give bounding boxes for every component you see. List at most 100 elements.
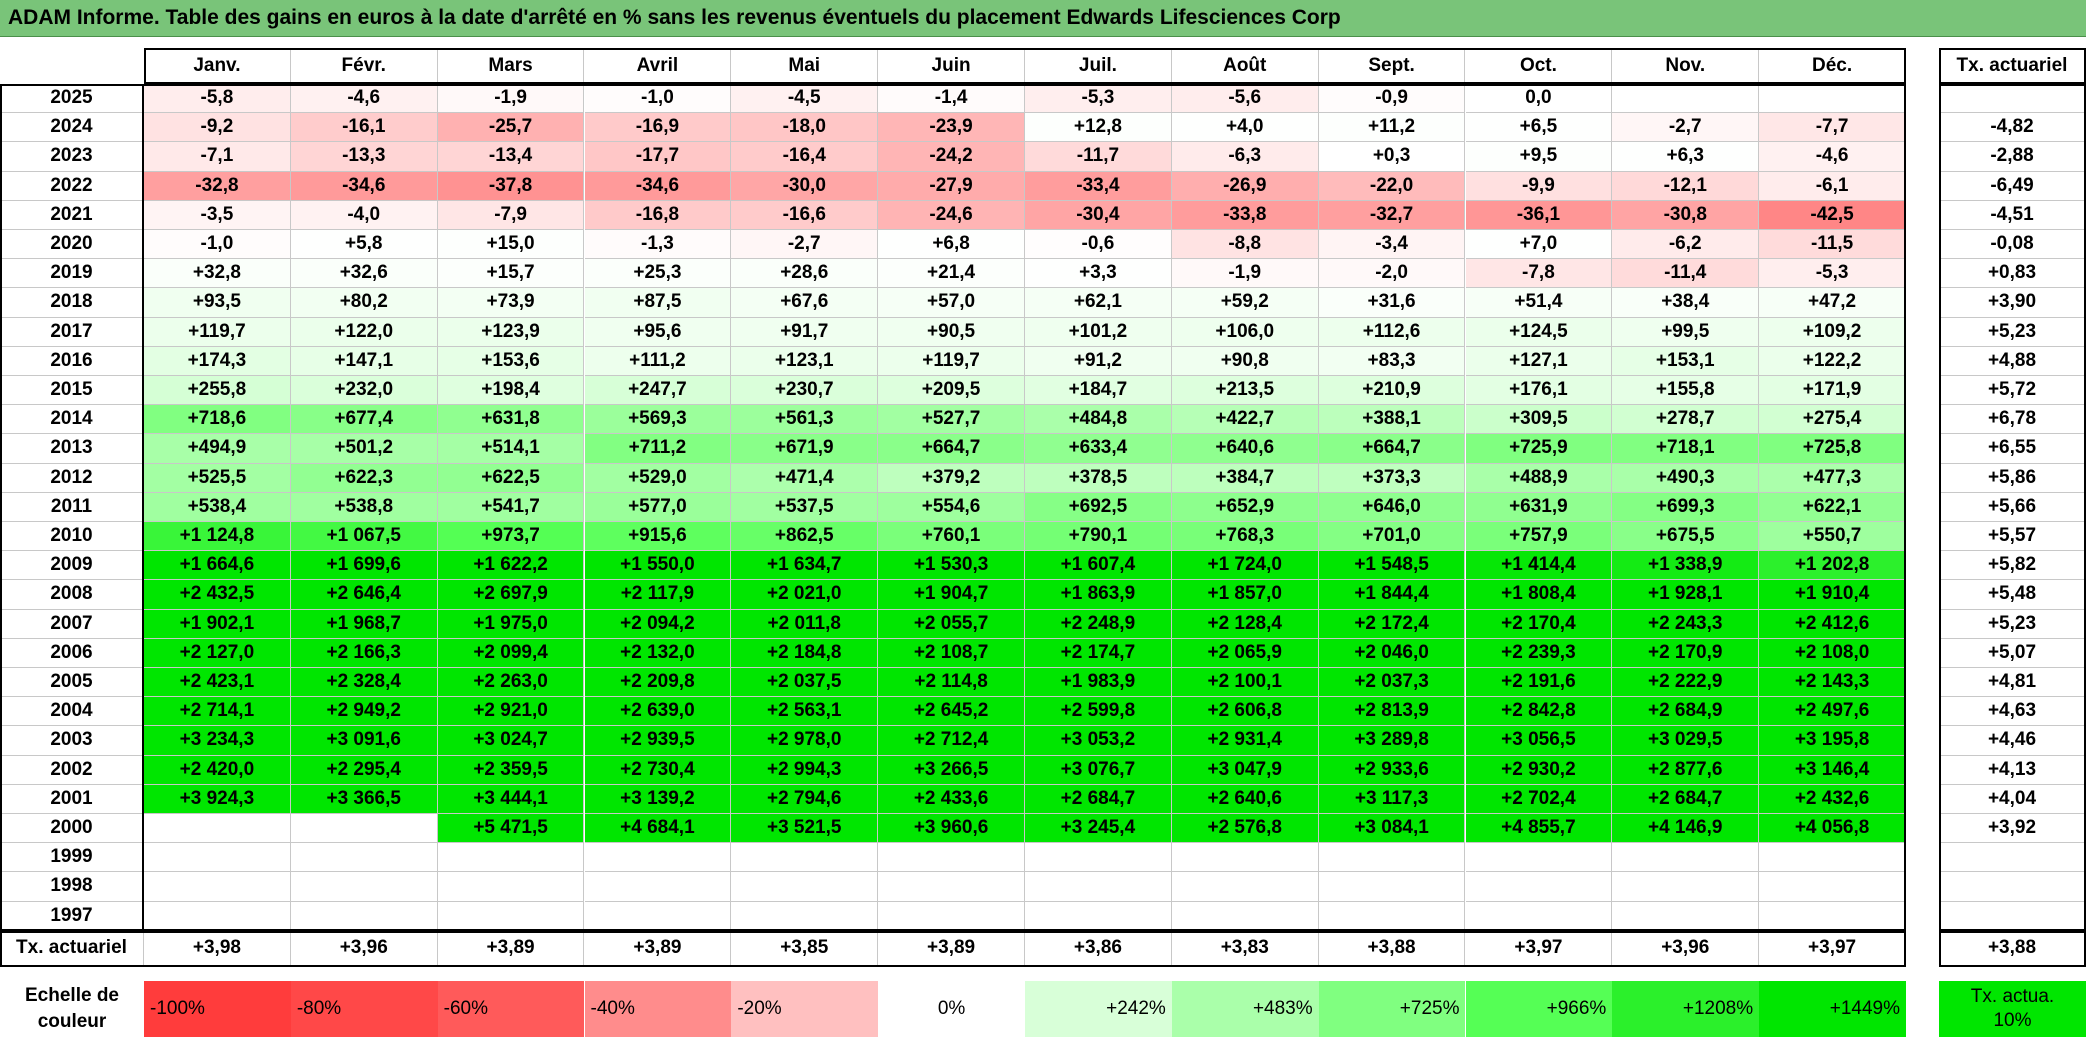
value-cell: +4 056,8 <box>1759 814 1906 844</box>
value-cell: +3 117,3 <box>1318 784 1466 814</box>
value-cell: +652,9 <box>1171 492 1319 522</box>
scale-stop: +1449% <box>1759 981 1906 1037</box>
value-cell: +15,7 <box>437 259 585 289</box>
value-cell: +155,8 <box>1612 376 1760 406</box>
value-cell <box>1465 901 1613 931</box>
value-cell: +2 100,1 <box>1171 668 1319 698</box>
value-cell: +384,7 <box>1171 463 1319 493</box>
value-cell: -0,9 <box>1318 84 1466 114</box>
value-cell: -42,5 <box>1759 200 1906 230</box>
value-cell <box>144 814 291 844</box>
value-cell: +388,1 <box>1318 405 1466 435</box>
value-cell: +0,3 <box>1318 142 1466 172</box>
value-cell: +3 289,8 <box>1318 726 1466 756</box>
column-header: Sept. <box>1318 48 1466 84</box>
year-label: 2005 <box>0 668 144 698</box>
value-cell: -2,0 <box>1318 259 1466 289</box>
value-cell: +378,5 <box>1025 463 1172 493</box>
value-cell: +47,2 <box>1759 288 1906 318</box>
value-cell: +57,0 <box>878 288 1025 318</box>
value-cell: +664,7 <box>1318 434 1466 464</box>
rate-cell: +5,82 <box>1939 551 2086 581</box>
value-cell: -7,7 <box>1759 113 1906 143</box>
value-cell: +664,7 <box>878 434 1025 464</box>
value-cell: +1 607,4 <box>1025 551 1172 581</box>
value-cell: -33,4 <box>1025 171 1172 201</box>
value-cell: -27,9 <box>878 171 1025 201</box>
value-cell: +12,8 <box>1025 113 1172 143</box>
value-cell: +554,6 <box>878 492 1025 522</box>
scale-stop: +1208% <box>1612 981 1760 1037</box>
footer-cell: +3,96 <box>1612 930 1760 967</box>
value-cell: +2 994,3 <box>731 755 879 785</box>
value-cell: +3 234,3 <box>144 726 291 756</box>
scale-stop: -60% <box>437 981 585 1037</box>
value-cell: +2 172,4 <box>1318 609 1466 639</box>
value-cell: +2 877,6 <box>1612 755 1760 785</box>
year-label: 2016 <box>0 346 144 376</box>
value-cell: +3 924,3 <box>144 784 291 814</box>
column-header: Mars <box>437 48 585 84</box>
rate-cell: +5,57 <box>1939 522 2086 552</box>
value-cell: +501,2 <box>290 434 438 464</box>
value-cell: +2 143,3 <box>1759 668 1906 698</box>
value-cell: +91,7 <box>731 317 879 347</box>
value-cell <box>144 843 291 873</box>
value-cell: +2 295,4 <box>290 755 438 785</box>
value-cell: +484,8 <box>1025 405 1172 435</box>
value-cell: +93,5 <box>144 288 291 318</box>
value-cell <box>1759 843 1906 873</box>
rate-cell: -4,82 <box>1939 113 2086 143</box>
rate-cell: +4,13 <box>1939 755 2086 785</box>
value-cell: +31,6 <box>1318 288 1466 318</box>
value-cell: +2 842,8 <box>1465 697 1613 727</box>
value-cell: +11,2 <box>1318 113 1466 143</box>
value-cell: +2 170,9 <box>1612 638 1760 668</box>
value-cell: +2 933,6 <box>1318 755 1466 785</box>
value-cell: -16,4 <box>731 142 879 172</box>
column-header: Avril <box>584 48 732 84</box>
year-label: 2009 <box>0 551 144 581</box>
value-cell: +379,2 <box>878 463 1025 493</box>
value-cell: 0,0 <box>1465 84 1613 114</box>
value-cell: +569,3 <box>584 405 732 435</box>
value-cell: +1 634,7 <box>731 551 879 581</box>
value-cell: +6,5 <box>1465 113 1613 143</box>
value-cell: +711,2 <box>584 434 732 464</box>
value-cell: +550,7 <box>1759 522 1906 552</box>
value-cell: +176,1 <box>1465 376 1613 406</box>
value-cell: +2 423,1 <box>144 668 291 698</box>
value-cell: +21,4 <box>878 259 1025 289</box>
value-cell: +1 844,4 <box>1318 580 1466 610</box>
value-cell: +622,1 <box>1759 492 1906 522</box>
year-label: 2014 <box>0 405 144 435</box>
value-cell <box>144 901 291 931</box>
value-cell: +577,0 <box>584 492 732 522</box>
footer-cell: +3,89 <box>878 930 1025 967</box>
year-label: 2000 <box>0 814 144 844</box>
value-cell: +2 640,6 <box>1171 784 1319 814</box>
value-cell: -37,8 <box>437 171 585 201</box>
value-cell: +4 146,9 <box>1612 814 1760 844</box>
value-cell: +4 684,1 <box>584 814 732 844</box>
value-cell: +2 094,2 <box>584 609 732 639</box>
column-header: Juil. <box>1025 48 1172 84</box>
value-cell <box>1171 872 1319 902</box>
value-cell: +1 968,7 <box>290 609 438 639</box>
value-cell: +2 412,6 <box>1759 609 1906 639</box>
value-cell: +3 960,6 <box>878 814 1025 844</box>
value-cell: +15,0 <box>437 230 585 260</box>
value-cell: +631,9 <box>1465 492 1613 522</box>
value-cell: +3,3 <box>1025 259 1172 289</box>
value-cell <box>878 872 1025 902</box>
value-cell: -26,9 <box>1171 171 1319 201</box>
value-cell <box>1759 84 1906 114</box>
value-cell: +2 243,3 <box>1612 609 1760 639</box>
value-cell: +5 471,5 <box>437 814 585 844</box>
value-cell: -23,9 <box>878 113 1025 143</box>
footer-cell: +3,89 <box>437 930 585 967</box>
value-cell: +1 414,4 <box>1465 551 1613 581</box>
value-cell: +5,8 <box>290 230 438 260</box>
value-cell: -11,7 <box>1025 142 1172 172</box>
value-cell: +2 191,6 <box>1465 668 1613 698</box>
